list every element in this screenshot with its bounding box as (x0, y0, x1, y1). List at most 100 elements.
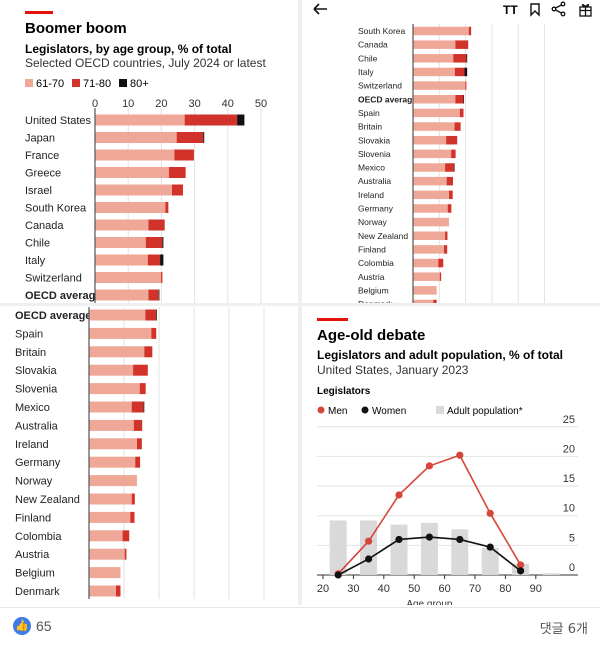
category-label: Australia (358, 176, 391, 186)
category-label: Finland (15, 512, 51, 524)
bar-segment-71-80 (459, 108, 464, 118)
bar-row-slovenia: Slovenia (358, 149, 456, 159)
category-label: OECD average (358, 94, 417, 104)
bar-segment-80+ (158, 289, 160, 301)
legend-label: 71-80 (83, 78, 111, 90)
bar-segment-61-70 (95, 132, 177, 143)
bar-segment-61-70 (95, 184, 173, 196)
category-label: Slovakia (358, 135, 390, 145)
category-label: Slovenia (15, 384, 58, 396)
chart-subtitle: Legislators, by age group, % of total (25, 42, 232, 56)
bar-segment-71-80 (144, 346, 153, 358)
bar-segment-71-80 (122, 530, 130, 542)
bar-segment-71-80 (148, 289, 159, 301)
bar-segment-61-70 (413, 231, 446, 240)
legend: Men Women Adult population* (317, 406, 523, 417)
gift-icon[interactable] (579, 4, 592, 17)
population-bar (481, 547, 499, 575)
thumbs-up-icon[interactable]: 👍 (13, 617, 31, 635)
bar-row-canada: Canada (25, 219, 165, 232)
bar-row-australia: Australia (15, 419, 143, 432)
bar-segment-71-80 (451, 149, 456, 159)
legend-label: 80+ (130, 78, 149, 90)
legend-swatch-71-80 (72, 79, 80, 87)
bar-segment-71-80 (439, 272, 442, 281)
category-label: Belgium (15, 568, 55, 580)
bar-segment-71-80 (438, 258, 444, 268)
bar-segment-61-70 (413, 217, 450, 227)
bar-segment-61-70 (413, 163, 446, 172)
text-size-icon[interactable]: TT (503, 3, 518, 17)
bar-segment-61-70 (413, 176, 447, 186)
bar-row-mexico: Mexico (358, 163, 455, 173)
bar-segment-71-80 (454, 67, 465, 77)
share-icon[interactable] (551, 1, 566, 17)
bar-row-oecd-average: OECD average (25, 289, 160, 302)
bar-segment-71-80 (133, 364, 148, 376)
x-tick-label: 50 (255, 98, 267, 110)
bar-segment-71-80 (147, 254, 161, 266)
category-label: Germany (358, 204, 394, 214)
x-tick-label: 80 (499, 583, 511, 595)
legend-marker-women (361, 406, 369, 414)
comments-link[interactable]: 댓글 6개 (539, 622, 588, 637)
bar-segment-80+ (454, 163, 455, 172)
bar-segment-71-80 (115, 585, 121, 597)
boomer-boom-chart-bottom: OECD average Spain Britain Slovakia Slovenia… (0, 307, 298, 605)
legend-title: Legislators (317, 386, 371, 397)
bar-segment-71-80 (130, 511, 135, 523)
y-tick-label: 15 (563, 473, 575, 485)
bar-segment-61-70 (413, 122, 455, 131)
bar-segment-61-70 (89, 585, 116, 597)
bar-row-norway: Norway (15, 475, 137, 488)
boomer-boom-chart-scrolled: TT South Korea Canada Chile Italy Switzerlan… (302, 0, 600, 303)
x-tick-label: 10 (122, 98, 134, 110)
bar-segment-71-80 (468, 26, 472, 36)
category-label: Chile (358, 53, 378, 63)
x-tick-label: 50 (408, 583, 420, 595)
legend: 61-70 71-80 80+ (25, 78, 149, 90)
bar-segment-71-80 (445, 163, 455, 172)
category-label: Mexico (15, 402, 50, 414)
bar-row-new-zealand: New Zealand (358, 231, 448, 241)
bar-segment-61-70 (413, 108, 460, 118)
legend-label: 61-70 (36, 78, 64, 90)
bar-segment-61-70 (413, 26, 469, 36)
bar-segment-71-80 (139, 383, 146, 395)
legend-swatch-61-70 (25, 79, 33, 87)
bookmark-icon[interactable] (530, 3, 540, 17)
bar-segment-61-70 (89, 548, 125, 560)
legend-marker-men (317, 406, 325, 414)
bar-segment-61-70 (413, 54, 454, 63)
category-label: Spain (15, 328, 43, 340)
boomer-boom-svg-scrolled: TT South Korea Canada Chile Italy Switzerlan… (313, 1, 592, 303)
bar-segment-61-70 (89, 511, 131, 523)
x-tick-label: 40 (378, 583, 390, 595)
bar-row-france: France (25, 149, 194, 162)
bar-segment-80+ (143, 401, 145, 413)
bar-segment-61-70 (413, 81, 466, 90)
bar-segment-71-80 (136, 438, 142, 450)
bar-segment-80+ (237, 114, 245, 126)
bar-segment-80+ (203, 132, 205, 143)
bar-segment-61-70 (413, 272, 440, 281)
point-men (425, 462, 433, 470)
bar-segment-61-70 (413, 258, 439, 268)
bar-segment-61-70 (89, 419, 134, 431)
bar-row-japan: Japan (25, 132, 205, 144)
bar-segment-71-80 (169, 167, 186, 178)
y-tick-label: 20 (563, 443, 575, 455)
population-bar (390, 524, 408, 575)
bar-segment-61-70 (95, 237, 146, 248)
bar-segment-71-80 (455, 40, 469, 49)
back-arrow-icon[interactable] (313, 3, 327, 15)
bar-row-belgium: Belgium (358, 285, 437, 295)
category-label: Colombia (358, 258, 394, 268)
legend-label: Women (372, 406, 406, 417)
bar-segment-61-70 (95, 167, 170, 178)
bar-segment-61-70 (89, 346, 145, 358)
category-label: Italy (358, 67, 374, 77)
bar-segment-61-70 (413, 40, 456, 49)
bar-row-australia: Australia (358, 176, 453, 186)
bar-segment-80+ (162, 237, 164, 248)
